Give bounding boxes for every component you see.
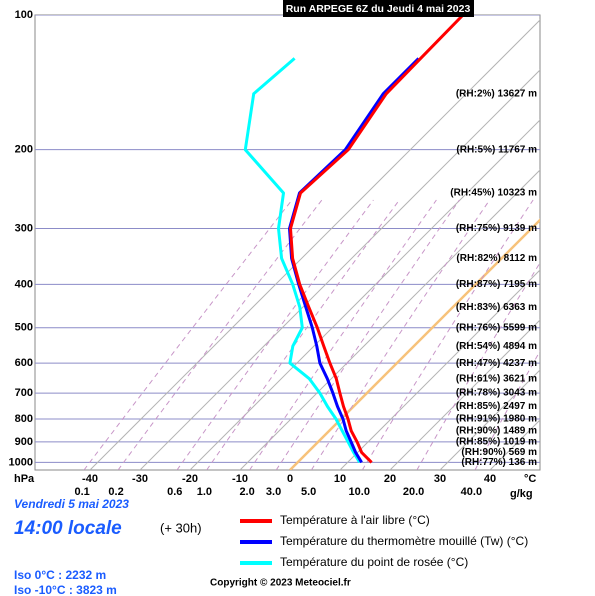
mixing-ratio-line [249,199,437,470]
mixing-ratio-line [416,261,540,470]
time: 14:00 locale [14,518,122,539]
legend-label: Température du point de rosée (°C) [280,555,468,569]
y-tick-label: 400 [15,278,33,290]
x-tick-label: 10 [334,473,346,485]
y-tick-label: 700 [15,387,33,399]
y-tick-label: 500 [15,322,33,334]
isotherm [239,169,540,470]
level-label: (RH:54%) 4894 m [456,341,537,352]
legend-label: Température du thermomètre mouillé (Tw) … [280,534,528,548]
isotherm [439,369,540,470]
x-tick-label: -10 [232,473,248,485]
x-tick-label: 0 [287,473,293,485]
profile-line [243,57,361,464]
copyright: Copyright © 2023 Meteociel.fr [210,578,351,589]
x-tick-label: 40 [484,473,496,485]
isotherm [339,269,540,470]
x-tick-label: 20 [384,473,396,485]
x-axis-label: °C [524,473,536,485]
curve-layer [243,15,465,464]
title-box [283,0,474,17]
mixing-ratio-line [361,199,534,470]
plot-frame [34,14,541,471]
x-tick-label: 30 [434,473,446,485]
y-axis-label: hPa [14,473,35,485]
mix-tick-label: 40.0 [461,486,482,498]
level-label: (RH:82%) 8112 m [456,253,537,264]
level-label: (RH:76%) 5599 m [456,322,537,333]
y-tick-label: 100 [15,9,33,21]
x-tick-label: -40 [82,473,98,485]
legend-label: Température à l'air libre (°C) [280,513,430,527]
date: Vendredi 5 mai 2023 [14,497,129,511]
y-tick-label: 200 [15,144,33,156]
isotherm [389,319,540,470]
level-label: (RH:91%) 1980 m [456,414,537,425]
lead: (+ 30h) [160,520,202,535]
mix-tick-label: 0.6 [167,486,182,498]
isotherm [189,119,540,470]
chart-title: Run ARPEGE 6Z du Jeudi 4 mai 2023 [286,3,471,15]
level-label: (RH:5%) 11767 m [456,144,537,155]
freezing-isotherm [289,218,540,470]
y-tick-label: 1000 [9,456,33,468]
y-tick-label: 800 [15,413,33,425]
mix-tick-label: 5.0 [301,486,316,498]
level-label: (RH:45%) 10323 m [450,188,537,199]
level-label: (RH:47%) 4237 m [456,358,537,369]
mixing-ratio-line [83,199,293,470]
mix-tick-label: 0.2 [108,486,123,498]
mixing-ratio-line [206,199,400,470]
level-label: (RH:78%) 3043 m [456,388,537,399]
x-tick-label: -20 [182,473,198,485]
y-tick-label: 300 [15,222,33,234]
level-label: (RH:85%) 2497 m [456,401,537,412]
level-label: (RH:90%) 1489 m [456,425,537,436]
mix-axis-label: g/kg [510,488,533,500]
level-label: (RH:75%) 9139 m [456,223,537,234]
level-label: (RH:2%) 13627 m [456,88,537,99]
level-label: (RH:77%) 136 m [461,457,537,468]
level-label: (RH:61%) 3621 m [456,373,537,384]
level-label: (RH:85%) 1019 m [456,437,537,448]
mixing-ratio-line [117,199,323,470]
level-label: (RH:90%) 569 m [461,447,537,458]
mixing-ratio-line [275,199,460,470]
iso-10: Iso -10°C : 3823 m [14,583,117,596]
isotherm [139,69,540,470]
x-tick-label: -30 [132,473,148,485]
grid-layer [35,15,540,470]
mix-tick-label: 0.1 [74,486,89,498]
level-label: (RH:87%) 7195 m [456,279,537,290]
level-label: (RH:83%) 6363 m [456,302,537,313]
profile-line [289,15,465,464]
mix-tick-label: 1.0 [197,486,212,498]
iso-0: Iso 0°C : 2232 m [14,568,106,582]
mix-tick-label: 10.0 [349,486,370,498]
y-tick-label: 900 [15,436,33,448]
mix-tick-label: 3.0 [266,486,281,498]
mix-tick-label: 2.0 [239,486,254,498]
y-tick-label: 600 [15,357,33,369]
mix-tick-label: 20.0 [403,486,424,498]
legend: Température à l'air libre (°C) Températur… [240,513,528,569]
isotherm [89,19,540,470]
mixing-ratio-line [176,199,374,470]
